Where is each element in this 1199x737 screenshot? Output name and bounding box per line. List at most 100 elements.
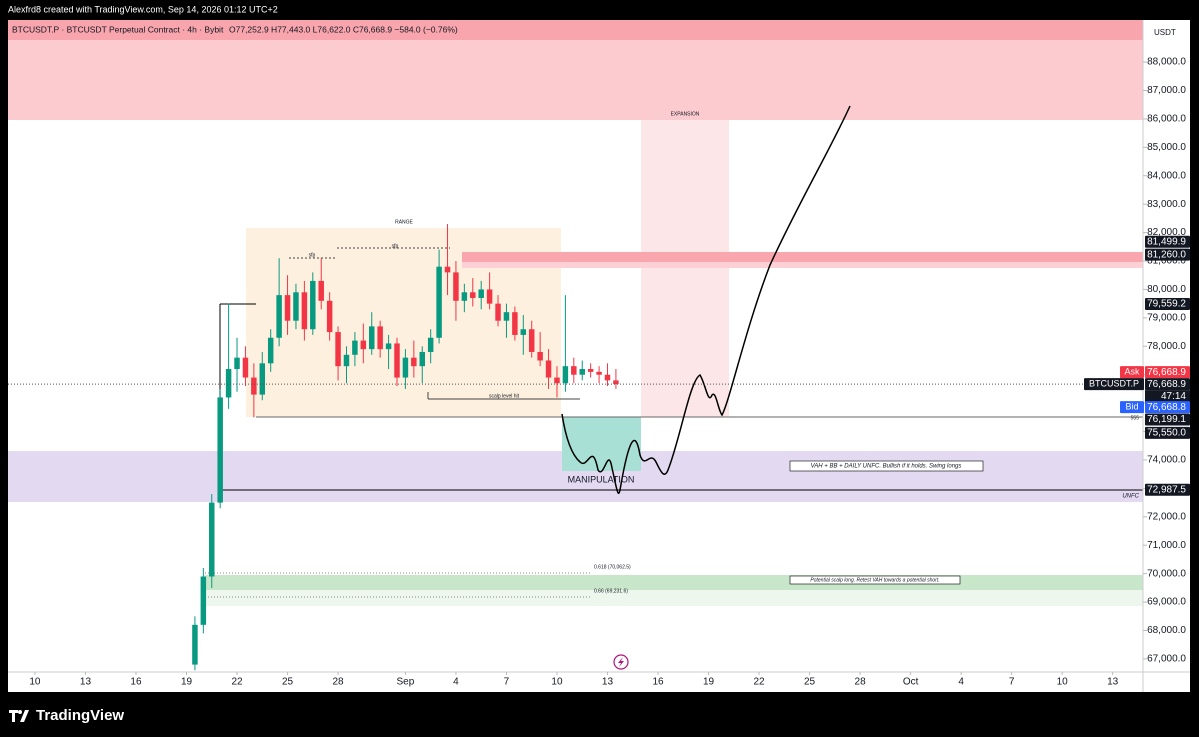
candle-body	[613, 380, 619, 385]
annotation: 555	[1131, 415, 1140, 421]
candle-body	[276, 295, 282, 338]
y-tick-label: 79,000.0	[1147, 313, 1186, 324]
event-icon-bolt	[618, 657, 624, 667]
price-label-box	[1145, 483, 1190, 496]
candle-body	[293, 292, 299, 321]
price-tag: Ask	[1124, 366, 1140, 376]
candle-body	[562, 366, 569, 384]
candle-body	[234, 357, 240, 370]
chart-title: BTCUSDT.P · BTCUSDT Perpetual Contract ·…	[12, 24, 224, 34]
annotation: EXPANSION	[671, 111, 700, 117]
y-tick-label: 68,000.0	[1147, 625, 1186, 636]
price-label: 72,987.5	[1147, 484, 1186, 495]
x-tick-label: 4	[958, 677, 964, 688]
x-tick-label: 10	[551, 677, 563, 688]
price-tag: BTCUSDT.P	[1089, 378, 1139, 388]
price-label: 76,668.9	[1147, 367, 1186, 378]
candle-body	[343, 354, 350, 367]
candle-body	[267, 337, 274, 364]
note-box	[789, 460, 984, 472]
price-label: 81,499.9	[1147, 236, 1186, 247]
annotation: VAH + BB + DAILY UNFC. Bullish if it hol…	[811, 464, 962, 470]
candle-body	[579, 369, 585, 375]
candle-body	[537, 351, 543, 361]
x-tick-label: 28	[855, 677, 867, 688]
price-label-box	[1145, 426, 1190, 439]
countdown: 47:14	[1161, 391, 1186, 402]
legend-strip	[8, 20, 1143, 40]
y-tick-label: 83,000.0	[1147, 199, 1186, 210]
candle-body	[369, 326, 375, 350]
candle-body	[604, 374, 611, 381]
price-label: 81,260.0	[1147, 249, 1186, 260]
candle-body	[512, 312, 518, 335]
x-tick-label: 10	[29, 677, 41, 688]
x-tick-label: 19	[181, 677, 193, 688]
candle-body	[427, 337, 434, 352]
candle-body	[528, 329, 535, 352]
annotation: RANGE	[395, 219, 413, 225]
plot: RANGE sfp sfp scalp level hit EXPANSION …	[8, 40, 1143, 671]
candle-body	[520, 329, 527, 335]
x-tick-label: 13	[602, 677, 614, 688]
annotation: scalp level hit	[489, 393, 520, 399]
candle-body	[251, 377, 257, 395]
candle-body	[461, 292, 468, 301]
red-band	[462, 252, 1143, 262]
candle-body	[478, 289, 484, 298]
price-label-box	[1145, 297, 1190, 310]
candle-body	[495, 303, 501, 321]
candle-body	[470, 292, 476, 298]
price-tag-box	[1084, 378, 1144, 391]
x-tick-label: 7	[504, 677, 510, 688]
price-label-box	[1145, 401, 1190, 414]
annotation: Potential scalp long. Retest VAH towards…	[810, 577, 939, 583]
y-tick-label: 70,000.0	[1147, 568, 1186, 579]
candle-body	[360, 340, 367, 350]
y-tick-label: 87,000.0	[1147, 85, 1186, 96]
candle-body	[385, 343, 392, 350]
annotation: 0.618 (70,062.5)	[594, 564, 631, 570]
price-label: 76,199.1	[1147, 414, 1186, 425]
note-box	[789, 575, 961, 585]
x-tick-label: 22	[231, 677, 243, 688]
price-tag: Bid	[1125, 401, 1138, 411]
annotation: UNFC	[1122, 494, 1139, 500]
x-tick-label: Sep	[397, 677, 415, 688]
candle-body	[554, 377, 560, 384]
green-zone	[205, 575, 1143, 590]
x-tick-label: 4	[453, 677, 459, 688]
y-tick-label: 82,000.0	[1147, 227, 1186, 238]
price-label: 79,559.2	[1147, 299, 1186, 310]
manipulation-box	[562, 417, 641, 471]
candle-body	[545, 360, 552, 378]
x-tick-label: 13	[1107, 677, 1119, 688]
price-label-box	[1145, 378, 1190, 391]
y-tick-label: 81,000.0	[1147, 256, 1186, 267]
price-label-box	[1145, 248, 1190, 261]
currency: USDT	[1154, 28, 1176, 37]
green-zone-light	[205, 590, 1143, 606]
y-tick-label: 84,000.0	[1147, 170, 1186, 181]
y-tick-label: 67,000.0	[1147, 654, 1186, 665]
annotation: MANIPULATION	[568, 474, 635, 484]
candle-body	[326, 300, 333, 333]
y-tick-label: 88,000.0	[1147, 57, 1186, 68]
candle-body	[242, 357, 249, 378]
price-tag-box	[1120, 366, 1144, 379]
candle-body	[503, 312, 510, 321]
expansion-box	[641, 120, 729, 417]
logo	[9, 710, 29, 722]
candle-body	[335, 332, 341, 367]
x-tick-label: Oct	[903, 677, 919, 688]
brand: TradingView	[36, 707, 124, 724]
price-label-box	[1145, 413, 1190, 426]
annotation: 0.66 (69,231.6)	[594, 588, 628, 594]
candle-body	[301, 292, 308, 330]
candle-body	[259, 363, 266, 395]
projection-path	[561, 105, 851, 494]
candle-body	[419, 351, 425, 367]
x-tick-label: 28	[332, 677, 344, 688]
x-tick-label: 16	[130, 677, 142, 688]
